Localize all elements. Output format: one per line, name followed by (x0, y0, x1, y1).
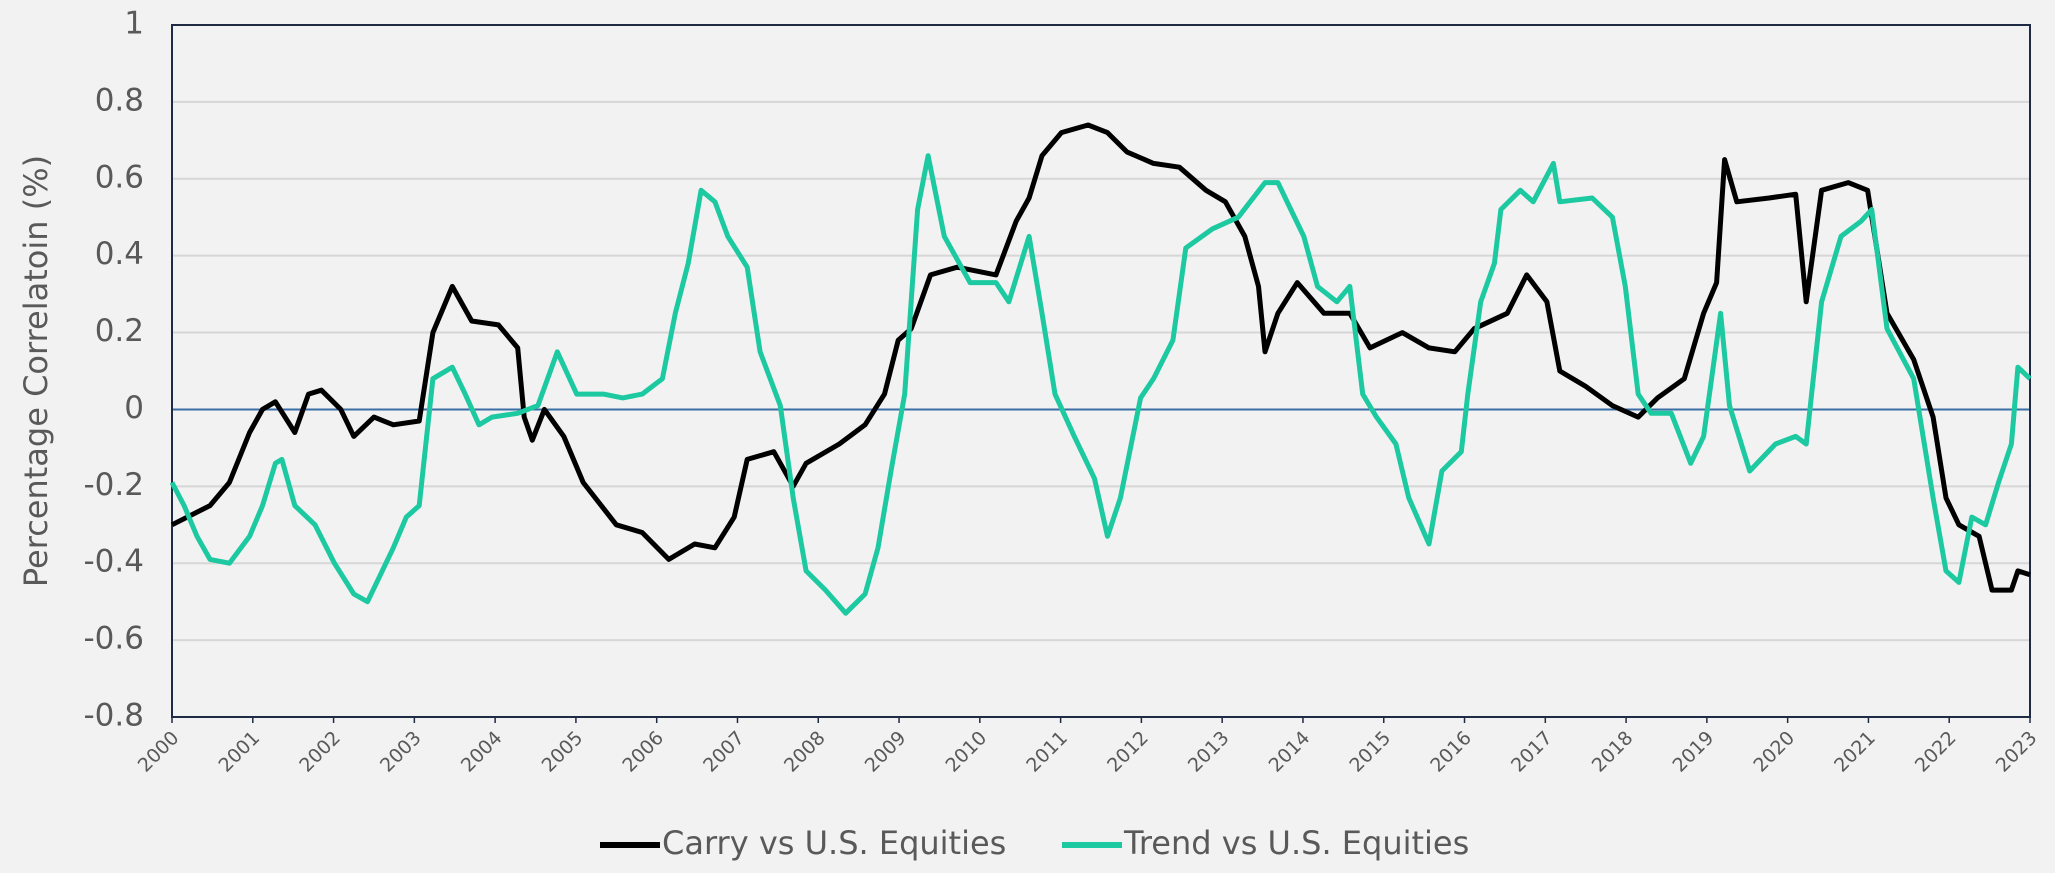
x-tick-label: 2002 (295, 727, 345, 777)
x-tick-label: 2021 (1830, 727, 1880, 777)
y-tick-label: 0.6 (95, 159, 144, 195)
y-tick-label: -0.4 (84, 544, 145, 580)
x-tick-label: 2008 (780, 727, 830, 777)
y-tick-label: 0.8 (95, 82, 144, 118)
x-tick-label: 2009 (861, 727, 911, 777)
x-tick-label: 2013 (1184, 727, 1234, 777)
x-tick-label: 2014 (1265, 727, 1315, 777)
x-tick-label: 2001 (214, 727, 264, 777)
y-axis-title: Percentage Correlatoin (%) (17, 155, 55, 587)
x-tick-label: 2012 (1103, 727, 1153, 777)
legend-label: Trend vs U.S. Equities (1123, 824, 1469, 862)
x-tick-label: 2004 (457, 727, 507, 777)
x-tick-label: 2000 (134, 727, 184, 777)
x-tick-label: 2006 (618, 727, 668, 777)
y-tick-label: 0.4 (95, 236, 144, 272)
legend-label: Carry vs U.S. Equities (662, 824, 1006, 862)
x-tick-label: 2023 (1992, 727, 2042, 777)
x-tick-label: 2003 (376, 727, 426, 777)
y-tick-label: -0.2 (84, 467, 145, 503)
x-tick-label: 2017 (1507, 727, 1557, 777)
y-tick-label: 0 (124, 390, 144, 426)
x-tick-label: 2018 (1588, 727, 1638, 777)
y-tick-label: 1 (124, 6, 144, 42)
x-tick-label: 2019 (1669, 727, 1719, 777)
x-tick-label: 2010 (941, 727, 991, 777)
plot-frame (171, 24, 2031, 718)
x-tick-label: 2015 (1345, 727, 1395, 777)
x-tick-label: 2016 (1426, 727, 1476, 777)
x-tick-label: 2007 (699, 727, 749, 777)
line-series (170, 122, 2031, 593)
x-tick-label: 2005 (538, 727, 588, 777)
y-tick-label: -0.8 (84, 698, 145, 734)
x-tick-label: 2020 (1749, 727, 1799, 777)
y-tick-label: 0.2 (95, 313, 144, 349)
x-tick-label: 2011 (1022, 727, 1072, 777)
line-series (169, 153, 2032, 616)
x-tick-label: 2022 (1911, 727, 1961, 777)
y-tick-label: -0.6 (84, 621, 145, 657)
